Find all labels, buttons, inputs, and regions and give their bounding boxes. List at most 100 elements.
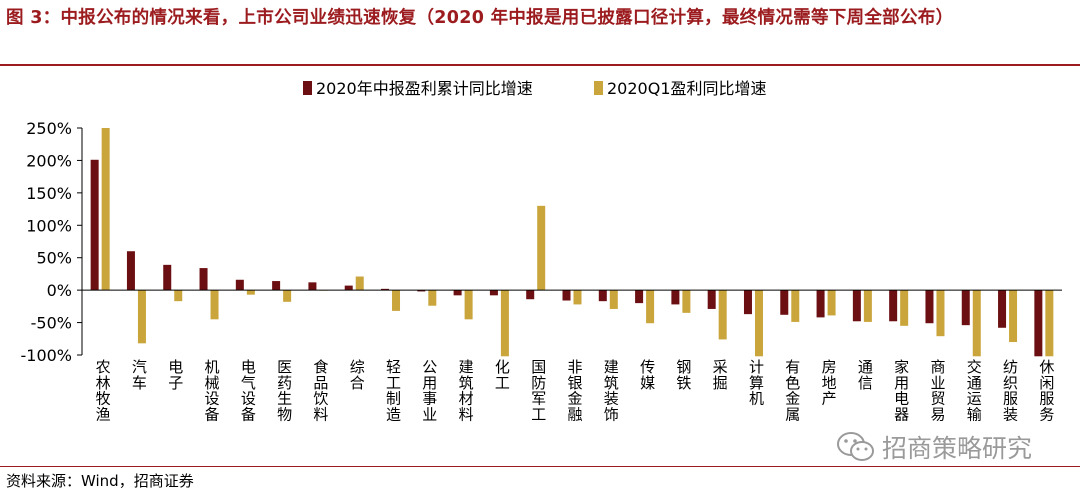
bar-h1-2020-15 [635, 290, 644, 304]
x-category-label: 电子 [168, 358, 183, 392]
bar-h1-2020-26 [1034, 290, 1043, 357]
bar-q1-2020-17 [718, 290, 727, 340]
x-category-label: 建筑材料 [459, 358, 474, 423]
y-tick-label: -50% [31, 314, 72, 333]
x-category-label: 轻工制造 [386, 358, 401, 423]
bar-h1-2020-13 [562, 290, 571, 301]
x-category-label: 纺织服装 [1003, 358, 1018, 423]
bar-h1-2020-5 [272, 281, 281, 291]
bar-q1-2020-2 [174, 290, 183, 302]
bar-q1-2020-21 [863, 290, 872, 322]
bar-h1-2020-0 [90, 159, 99, 291]
legend-label-1: 2020Q1盈利同比增速 [607, 79, 767, 98]
bar-chart: 2020年中报盈利累计同比增速 2020Q1盈利同比增速 250% 200% 150%… [20, 79, 1062, 423]
bar-h1-2020-2 [163, 264, 172, 291]
y-tick-label: 0% [47, 281, 72, 300]
x-category-label: 交通运输 [967, 358, 982, 423]
x-category-label: 化工 [495, 358, 510, 392]
bar-h1-2020-24 [961, 290, 970, 326]
bar-q1-2020-5 [283, 290, 292, 302]
source-note: 资料来源：Wind，招商证券 [6, 472, 194, 490]
wechat-icon [837, 432, 874, 461]
bar-q1-2020-4 [246, 290, 255, 295]
y-tick-label: -100% [20, 346, 72, 365]
bar-q1-2020-10 [464, 290, 473, 320]
bar-h1-2020-8 [381, 288, 390, 291]
bar-h1-2020-1 [126, 251, 135, 291]
bar-h1-2020-23 [925, 290, 934, 324]
bar-q1-2020-22 [900, 290, 909, 326]
bar-h1-2020-7 [344, 285, 353, 291]
bar-h1-2020-9 [417, 290, 426, 292]
bar-h1-2020-6 [308, 282, 317, 291]
y-tick-label: 100% [26, 216, 72, 235]
bar-q1-2020-23 [936, 290, 945, 337]
bar-q1-2020-26 [1045, 290, 1054, 357]
x-category-label: 公用事业 [422, 358, 437, 423]
legend: 2020年中报盈利累计同比增速 2020Q1盈利同比增速 [303, 79, 767, 98]
bar-q1-2020-16 [682, 290, 691, 313]
bar-q1-2020-25 [1009, 290, 1018, 343]
bar-h1-2020-11 [489, 290, 498, 296]
bar-h1-2020-22 [889, 290, 898, 322]
legend-label-0: 2020年中报盈利累计同比增速 [316, 79, 533, 98]
bar-h1-2020-12 [526, 290, 535, 300]
bar-q1-2020-8 [392, 290, 401, 311]
x-category-label: 房地产 [822, 358, 837, 408]
bars [90, 128, 1054, 357]
x-category-label: 建筑装饰 [604, 358, 619, 423]
x-category-label: 计算机 [749, 358, 764, 408]
x-category-label: 机械设备 [205, 358, 220, 423]
x-category-label: 休闲服务 [1039, 358, 1054, 423]
x-category-label: 通信 [858, 358, 873, 392]
bar-q1-2020-14 [609, 290, 618, 309]
bar-q1-2020-15 [646, 290, 655, 324]
x-category-label: 综合 [350, 358, 365, 392]
x-category-label: 国防军工 [531, 358, 546, 423]
bar-q1-2020-24 [972, 290, 981, 357]
bar-q1-2020-9 [428, 290, 437, 306]
bar-h1-2020-3 [199, 268, 208, 291]
watermark-text: 招商策略研究 [882, 434, 1033, 463]
bar-q1-2020-13 [573, 290, 582, 305]
legend-swatch-0 [303, 81, 312, 95]
bar-h1-2020-20 [816, 290, 825, 318]
bar-h1-2020-18 [743, 290, 752, 315]
x-category-label: 钢铁 [676, 358, 691, 392]
y-tick-label: 150% [26, 184, 72, 203]
bar-h1-2020-4 [235, 279, 244, 291]
bar-q1-2020-19 [791, 290, 800, 322]
bar-q1-2020-0 [101, 128, 110, 291]
title-divider [0, 64, 1080, 66]
x-category-label: 有色金属 [785, 358, 800, 423]
x-category-label: 非银金融 [567, 358, 582, 423]
y-tick-label: 250% [26, 119, 72, 138]
bar-h1-2020-25 [998, 290, 1007, 328]
bar-q1-2020-18 [754, 290, 763, 357]
y-tick-label: 50% [36, 249, 72, 268]
bar-q1-2020-20 [827, 290, 836, 316]
y-tick-label: 200% [26, 151, 72, 170]
bar-h1-2020-17 [707, 290, 716, 309]
bar-q1-2020-12 [537, 205, 546, 291]
bar-h1-2020-16 [671, 290, 680, 305]
y-axis: 250% 200% 150% 100% 50% 0% -50% -100% [20, 119, 83, 365]
watermark: 招商策略研究 [836, 430, 1032, 464]
x-category-label: 商业贸易 [930, 358, 945, 423]
x-category-label: 电气设备 [241, 358, 256, 423]
x-category-label: 食品饮料 [313, 358, 328, 423]
bar-q1-2020-7 [355, 276, 364, 291]
bar-h1-2020-19 [780, 290, 789, 315]
footer-divider [0, 466, 1080, 467]
x-category-label: 传媒 [640, 358, 655, 392]
bar-q1-2020-11 [500, 290, 509, 357]
bar-h1-2020-21 [852, 290, 861, 322]
chart-title: 图 3：中报公布的情况来看，上市公司业绩迅速恢复（2020 年中报是用已披露口径… [6, 8, 954, 28]
bar-q1-2020-3 [210, 290, 219, 320]
bar-h1-2020-10 [453, 290, 462, 296]
legend-swatch-1 [594, 81, 603, 95]
x-category-label: 采掘 [713, 358, 728, 392]
x-category-label: 汽车 [132, 358, 147, 392]
x-category-label: 医药生物 [277, 358, 292, 423]
